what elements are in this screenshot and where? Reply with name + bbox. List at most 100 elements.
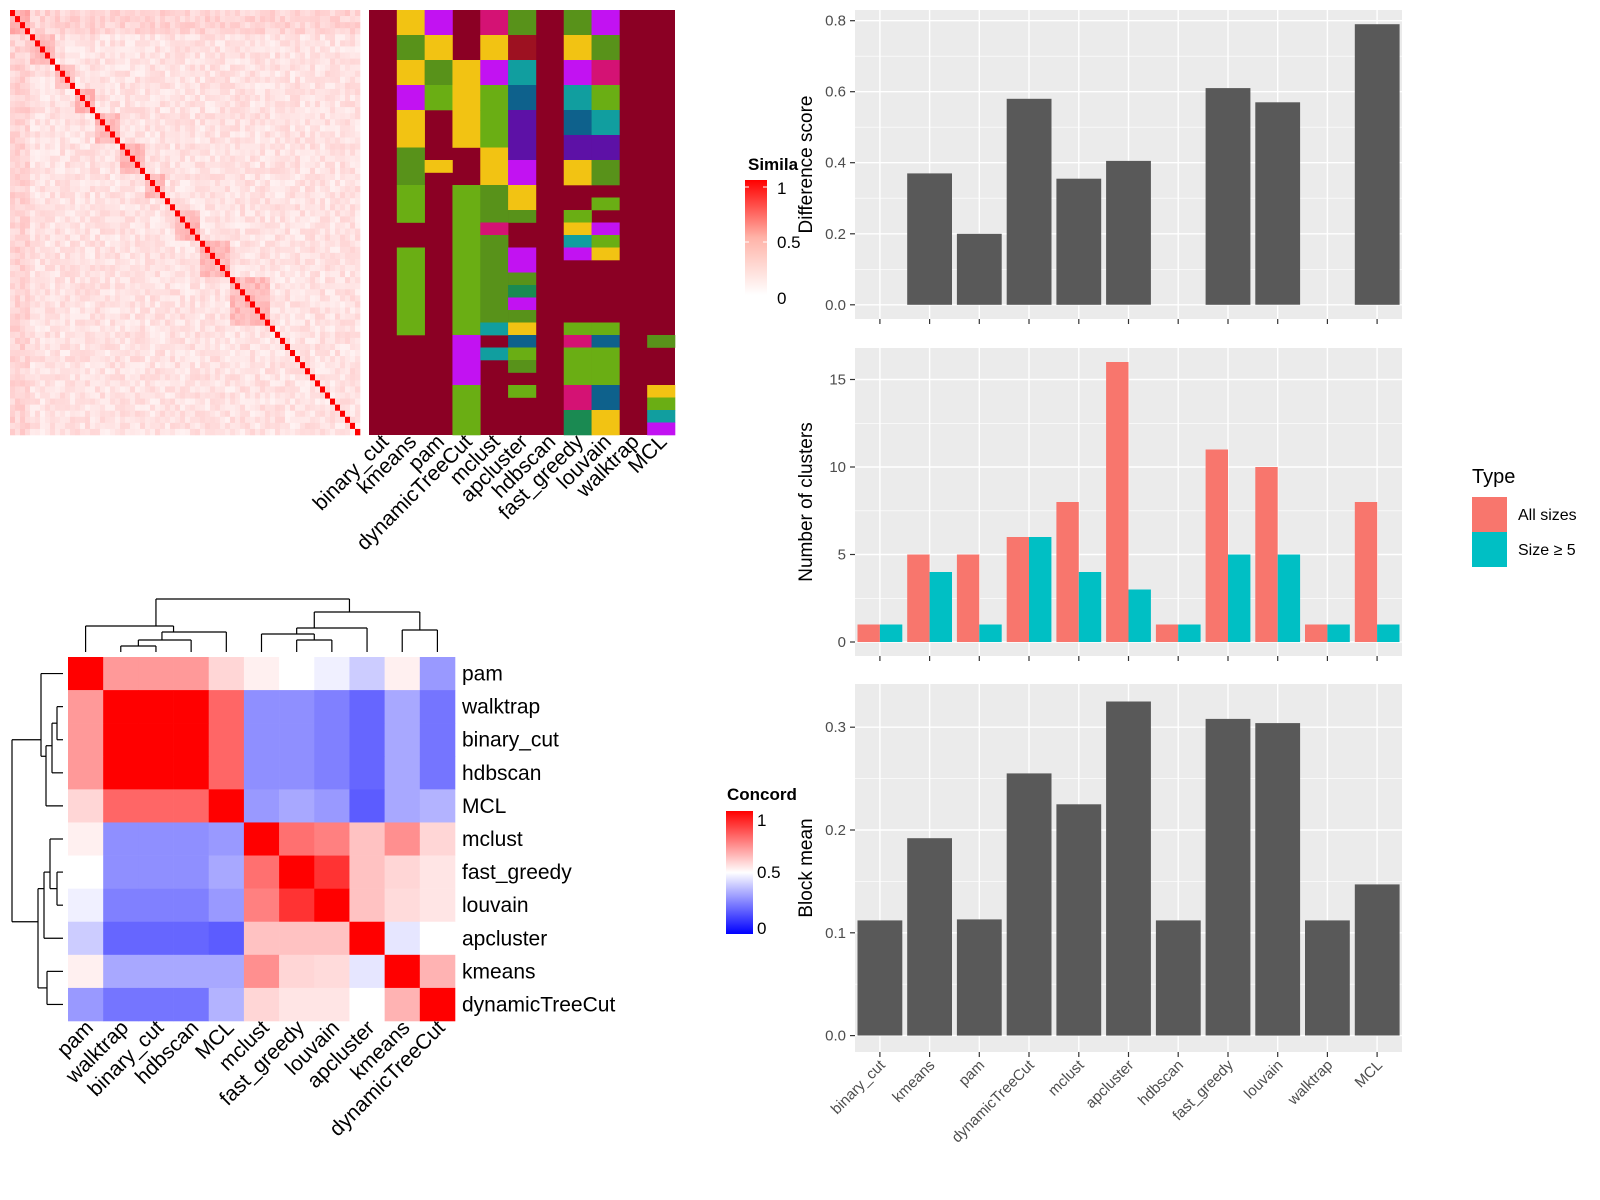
similarity-cell <box>210 173 216 181</box>
similarity-cell <box>300 410 306 418</box>
similarity-cell <box>60 398 66 405</box>
similarity-cell <box>105 107 111 114</box>
similarity-cell <box>270 101 276 108</box>
similarity-cell <box>25 277 31 284</box>
similarity-cell <box>350 265 356 272</box>
similarity-cell <box>290 180 296 187</box>
similarity-cell <box>105 131 111 138</box>
similarity-cell <box>230 283 236 290</box>
similarity-cell <box>295 167 301 175</box>
similarity-cell <box>210 301 216 308</box>
similarity-cell <box>95 258 101 266</box>
similarity-cell <box>345 283 351 290</box>
similarity-cell <box>175 143 181 150</box>
similarity-cell <box>35 319 41 327</box>
similarity-cell <box>60 343 66 351</box>
similarity-cell <box>20 40 26 47</box>
similarity-cell <box>135 161 141 169</box>
similarity-cell <box>340 313 346 320</box>
similarity-cell <box>310 362 316 369</box>
similarity-cell <box>335 167 341 175</box>
similarity-cell <box>95 246 101 254</box>
similarity-cell <box>210 137 216 144</box>
similarity-cell <box>100 404 106 412</box>
similarity-cell <box>310 307 316 314</box>
similarity-cell <box>45 362 51 369</box>
similarity-cell <box>175 40 181 47</box>
similarity-cell <box>350 52 356 59</box>
similarity-cell <box>315 271 321 278</box>
similarity-cell <box>275 356 281 363</box>
similarity-cell <box>285 46 291 53</box>
similarity-cell <box>260 137 266 144</box>
similarity-cell <box>90 210 96 217</box>
similarity-cell <box>115 10 121 17</box>
similarity-cell <box>210 34 216 41</box>
similarity-cell <box>335 331 341 339</box>
similarity-cell <box>135 307 141 314</box>
similarity-cell <box>320 10 326 17</box>
similarity-cell <box>40 222 46 229</box>
similarity-cell <box>355 422 361 430</box>
similarity-cell <box>310 410 316 418</box>
similarity-cell <box>50 240 56 248</box>
similarity-cell <box>315 392 321 399</box>
similarity-cell <box>240 380 246 387</box>
similarity-cell <box>50 70 56 78</box>
similarity-cell <box>295 228 301 235</box>
cluster-segment <box>591 85 620 111</box>
similarity-cell <box>80 258 86 266</box>
similarity-cell <box>215 228 221 235</box>
cluster-segment <box>647 422 676 436</box>
similarity-cell <box>225 374 231 381</box>
similarity-cell <box>45 119 51 126</box>
similarity-cell <box>145 313 151 320</box>
similarity-cell <box>210 356 216 363</box>
similarity-cell <box>165 101 171 108</box>
similarity-cell <box>80 350 86 357</box>
similarity-cell <box>95 289 101 296</box>
similarity-cell <box>280 198 286 205</box>
similarity-cell <box>35 204 41 211</box>
similarity-cell <box>280 277 286 284</box>
similarity-cell <box>155 356 161 363</box>
similarity-cell <box>340 271 346 278</box>
similarity-cell <box>60 331 66 339</box>
similarity-cell <box>85 319 91 327</box>
similarity-cell <box>40 125 46 132</box>
similarity-cell <box>205 386 211 393</box>
similarity-cell <box>225 295 231 302</box>
similarity-cell <box>65 301 71 308</box>
similarity-cell <box>300 101 306 108</box>
similarity-cell <box>215 325 221 333</box>
similarity-cell <box>95 325 101 333</box>
similarity-cell <box>240 240 246 248</box>
similarity-cell <box>235 301 241 308</box>
similarity-cell <box>240 204 246 211</box>
similarity-cell <box>25 301 31 308</box>
similarity-cell <box>160 392 166 399</box>
similarity-cell <box>350 155 356 163</box>
similarity-cell <box>170 76 176 84</box>
similarity-cell <box>160 228 166 235</box>
similarity-cell <box>275 101 281 108</box>
similarity-cell <box>300 125 306 132</box>
similarity-cell <box>225 198 231 205</box>
similarity-cell <box>220 416 226 424</box>
similarity-cell <box>240 131 246 138</box>
similarity-cell <box>295 210 301 217</box>
similarity-cell <box>165 28 171 35</box>
similarity-cell <box>290 404 296 412</box>
similarity-cell <box>335 216 341 223</box>
similarity-cell <box>310 283 316 290</box>
similarity-cell <box>305 331 311 339</box>
similarity-cell <box>220 28 226 35</box>
similarity-cell <box>85 325 91 333</box>
similarity-cell <box>270 16 276 23</box>
similarity-cell <box>65 307 71 314</box>
similarity-cell <box>125 313 131 320</box>
similarity-cell <box>220 113 226 120</box>
similarity-cell <box>290 149 296 157</box>
similarity-cell <box>160 210 166 217</box>
similarity-cell <box>295 422 301 430</box>
